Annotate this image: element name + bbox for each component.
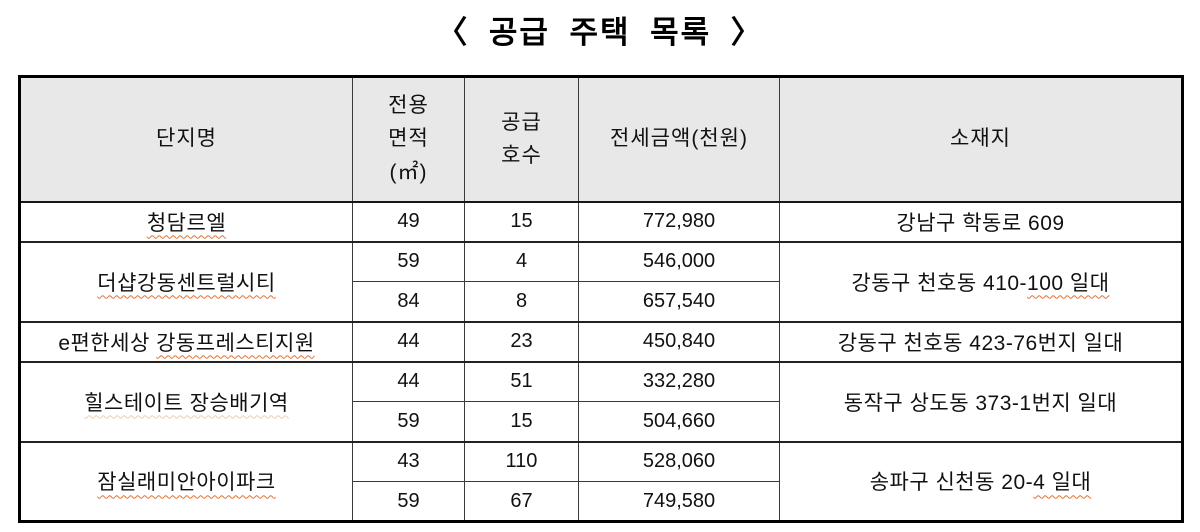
area-cell: 44 — [352, 360, 465, 402]
table-row: 잠실래미안아이파크 43 110 528,060 송파구 신천동 20-4 일대 — [19, 440, 1183, 522]
table-row: 59 67 749,580 — [20, 481, 1183, 522]
col-header-units: 공급 호수 — [464, 76, 579, 203]
header-row: 단지명 전용 면적 (㎡) 공급 호수 전세금액(천원) 소재지 — [19, 76, 1183, 203]
spellcheck-underline: 더샵강동센트럴시티 — [97, 271, 276, 295]
price-cell: 772,980 — [578, 200, 780, 242]
col-header-price-label: 전세금액(천원) — [610, 127, 748, 151]
spellcheck-underline: 청담르엘 — [146, 211, 227, 235]
location-cell: 강동구 천호동 423-76번지 일대 — [779, 320, 1183, 362]
location-cell: 송파구 신천동 20-4 일대 — [779, 440, 1183, 522]
col-header-location: 소재지 — [779, 76, 1183, 203]
units-cell: 67 — [464, 481, 579, 522]
units-cell: 51 — [464, 360, 579, 402]
location-text: 송파구 신천동 20- — [869, 471, 1034, 495]
area-cell: 44 — [352, 320, 465, 362]
spellcheck-underline: 잠실래미안아이파크 — [97, 471, 276, 495]
col-header-complex: 단지명 — [19, 76, 353, 203]
spellcheck-underline: 강동프레스티지원 — [156, 331, 315, 355]
location-cell: 강남구 학동로 609 — [779, 200, 1183, 242]
area-cell: 84 — [352, 281, 465, 322]
area-cell: 43 — [352, 440, 465, 482]
area-cell: 49 — [352, 200, 465, 242]
units-cell: 4 — [464, 240, 579, 282]
col-header-area: 전용 면적 (㎡) — [352, 76, 465, 203]
col-header-units-line2: 호수 — [501, 144, 542, 168]
location-cell: 강동구 천호동 410-100 일대 — [779, 240, 1183, 322]
location-text: 강남구 학동로 609 — [896, 211, 1065, 235]
complex-name-cell: 잠실래미안아이파크 — [19, 440, 353, 522]
page-title: 〈 공급 주택 목록 〉 — [436, 15, 764, 50]
price-cell: 332,280 — [578, 360, 780, 402]
col-header-price: 전세금액(천원) — [578, 76, 780, 203]
col-header-area-line2: 면적 — [388, 127, 429, 151]
area-cell: 59 — [352, 401, 465, 442]
table-row: 84 8 657,540 — [20, 281, 1183, 322]
price-cell: 450,840 — [578, 320, 780, 362]
housing-supply-table: 단지명 전용 면적 (㎡) 공급 호수 전세금액(천원) 소재지 — [18, 75, 1184, 523]
col-header-area-line1: 전용 — [388, 93, 429, 117]
table-body: 청담르엘 49 15 772,980 강남구 학동로 609 더샵강동센트럴시티… — [19, 200, 1183, 522]
area-cell: 59 — [352, 240, 465, 282]
price-cell: 528,060 — [578, 440, 780, 482]
col-header-area-line3: (㎡) — [389, 161, 428, 185]
col-header-complex-label: 단지명 — [156, 127, 217, 151]
area-cell: 59 — [352, 481, 465, 522]
complex-name-cell: 청담르엘 — [19, 200, 353, 242]
price-cell: 504,660 — [578, 401, 780, 442]
price-cell: 657,540 — [578, 281, 780, 322]
table-row: e편한세상 강동프레스티지원 44 23 450,840 강동구 천호동 423… — [19, 320, 1183, 362]
units-cell: 110 — [464, 440, 579, 482]
col-header-location-label: 소재지 — [950, 127, 1011, 151]
price-cell: 749,580 — [578, 481, 780, 522]
location-text: 강동구 천호동 423-76번지 일대 — [837, 331, 1124, 355]
complex-name-cell: e편한세상 강동프레스티지원 — [19, 320, 353, 362]
price-cell: 546,000 — [578, 240, 780, 282]
location-text: 동작구 상도동 373-1번지 일대 — [843, 391, 1118, 415]
table-header: 단지명 전용 면적 (㎡) 공급 호수 전세금액(천원) 소재지 — [19, 76, 1183, 203]
table-row: 힐스테이트 장승배기역 44 51 332,280 동작구 상도동 373-1번… — [19, 360, 1183, 442]
units-cell: 15 — [464, 200, 579, 242]
location-text: 강동구 천호동 410- — [851, 271, 1028, 295]
units-cell: 23 — [464, 320, 579, 362]
table-row: 청담르엘 49 15 772,980 강남구 학동로 609 — [19, 200, 1183, 242]
spellcheck-underline: 4 일대 — [1033, 471, 1092, 495]
complex-name-cell: 힐스테이트 장승배기역 — [19, 360, 353, 442]
spellcheck-underline: 100 일대 — [1027, 271, 1110, 295]
location-cell: 동작구 상도동 373-1번지 일대 — [779, 360, 1183, 442]
col-header-units-line1: 공급 — [501, 110, 542, 134]
table-row: 더샵강동센트럴시티 59 4 546,000 강동구 천호동 410-100 일… — [19, 240, 1183, 322]
units-cell: 8 — [464, 281, 579, 322]
spellcheck-underline: 힐스테이트 장승배기역 — [84, 391, 289, 415]
table-row: 59 15 504,660 — [20, 401, 1183, 442]
complex-name-cell: 더샵강동센트럴시티 — [19, 240, 353, 322]
units-cell: 15 — [464, 401, 579, 442]
complex-name-text: e편한세상 — [58, 331, 157, 355]
